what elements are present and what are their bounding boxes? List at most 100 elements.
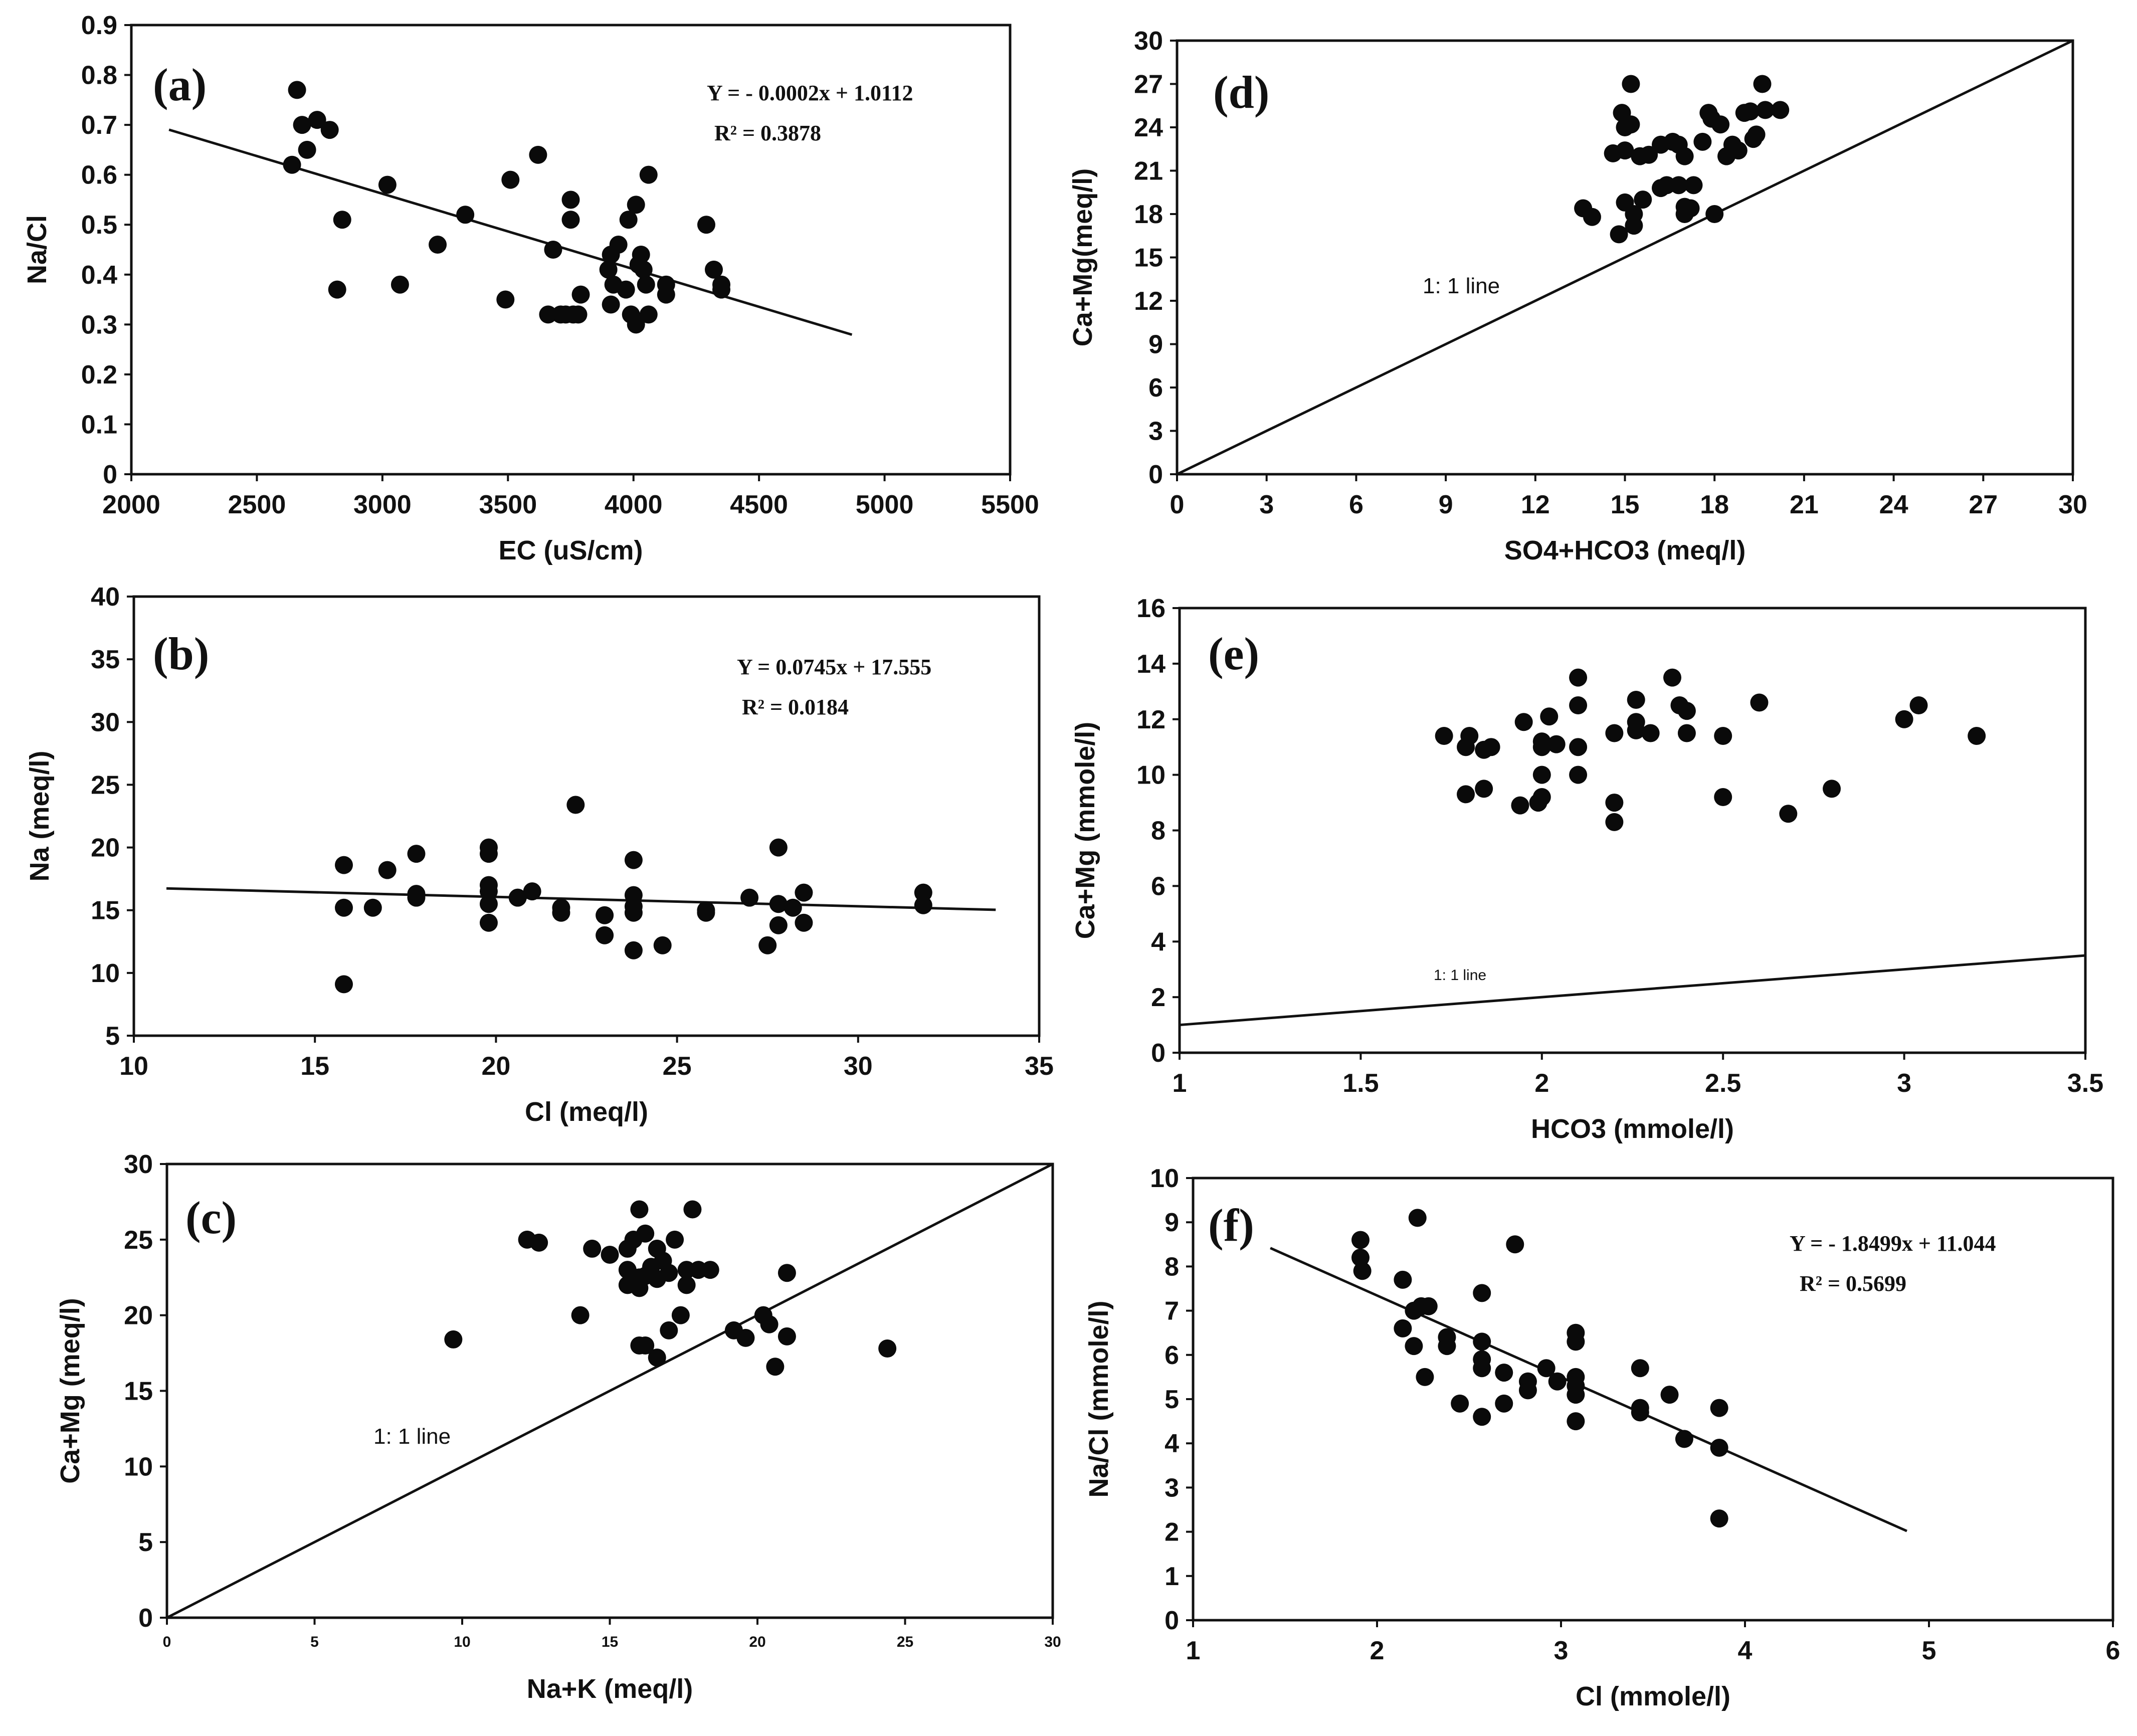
y-tick-label: 2 [1164, 1518, 1179, 1547]
x-tick-label: 27 [1969, 490, 1998, 519]
data-point [544, 241, 562, 259]
data-point [1641, 724, 1660, 742]
data-point [561, 211, 580, 229]
x-tick-label: 5 [310, 1634, 319, 1650]
data-point [1823, 780, 1841, 798]
y-tick-label: 0.1 [81, 410, 117, 439]
data-point [1605, 794, 1624, 812]
x-tick-label: 3 [1897, 1069, 1911, 1098]
y-tick-label: 5 [138, 1528, 153, 1557]
data-point [1753, 75, 1772, 93]
data-point [1532, 738, 1551, 756]
data-point [333, 211, 351, 229]
data-point [1540, 707, 1559, 726]
data-point [298, 140, 316, 159]
one-to-one-line [1176, 39, 2074, 476]
panel-a: 2000 2500 3000 3500 4000 4500 5000 5500 0 0.1 0.2 0… [22, 11, 1039, 565]
data-point [1616, 141, 1634, 160]
x-tick-label: 3 [1259, 490, 1274, 519]
data-point [1610, 225, 1628, 244]
data-point [1750, 693, 1769, 712]
data-point [624, 941, 643, 959]
y-tick-label: 0.3 [81, 310, 117, 339]
data-point [778, 1327, 796, 1345]
x-tick-label: 25 [663, 1052, 692, 1081]
data-point [624, 903, 643, 922]
data-point [1729, 141, 1747, 160]
data-point [1625, 205, 1643, 223]
data-point [1711, 115, 1730, 134]
y-tick-label: 9 [1148, 330, 1163, 359]
data-point [660, 1264, 678, 1282]
data-point [496, 290, 515, 309]
data-point [552, 903, 570, 922]
x-tick-label: 21 [1790, 490, 1819, 519]
data-point [1684, 176, 1703, 195]
data-point [288, 81, 306, 99]
y-tick-label: 21 [1134, 157, 1163, 186]
data-point [769, 838, 788, 857]
data-point [639, 305, 658, 324]
y-tick-label: 20 [91, 834, 120, 863]
x-tick-label: 2 [1534, 1069, 1549, 1098]
data-point [601, 1246, 619, 1264]
panel-label: (f) [1208, 1200, 1254, 1251]
x-axis-title: Cl (mmole/l) [1576, 1681, 1730, 1711]
data-point [1351, 1231, 1370, 1249]
data-point [1353, 1262, 1372, 1280]
panel-label: (e) [1208, 628, 1259, 679]
data-point [701, 1261, 719, 1279]
data-point [1714, 788, 1732, 806]
y-tick-label: 0 [1151, 1039, 1165, 1068]
y-tick-label: 10 [1150, 1164, 1179, 1193]
data-point [683, 1200, 702, 1219]
y-axis-title: Ca+Mg (meq/l) [55, 1298, 85, 1484]
one-to-one-label: 1: 1 line [373, 1424, 451, 1449]
x-tick-label: 2 [1370, 1636, 1385, 1665]
data-point [619, 211, 638, 229]
data-point [627, 196, 645, 214]
y-tick-label: 0.9 [81, 11, 117, 40]
data-point [1473, 1359, 1491, 1378]
data-point [530, 1233, 548, 1252]
plot-frame [130, 24, 1012, 476]
data-point [1627, 690, 1645, 709]
data-point [1771, 101, 1790, 119]
y-tick-label: 8 [1151, 817, 1165, 846]
data-point [1634, 190, 1652, 209]
data-point [561, 190, 580, 209]
x-tick-label: 35 [1025, 1052, 1054, 1081]
data-point [363, 898, 382, 917]
data-point [407, 845, 426, 863]
data-point [1567, 1412, 1585, 1431]
trendline [1270, 1247, 1907, 1532]
data-point [630, 1200, 649, 1219]
x-tick-label: 2500 [228, 490, 286, 519]
data-point [1514, 713, 1533, 731]
x-tick-label: 20 [481, 1052, 510, 1081]
x-tick-label: 3 [1554, 1636, 1569, 1665]
x-tick-label: 2.5 [1705, 1069, 1741, 1098]
data-point [653, 936, 672, 954]
data-point [1710, 1399, 1728, 1417]
data-point [1627, 721, 1645, 739]
data-point [1495, 1394, 1513, 1413]
x-tick-label: 30 [2058, 490, 2087, 519]
y-tick-label: 20 [124, 1301, 153, 1330]
y-tick-label: 0 [138, 1604, 153, 1633]
y-axis-title: Na/Cl (mmole/l) [1084, 1300, 1114, 1497]
x-tick-label: 30 [1044, 1634, 1061, 1650]
y-tick-label: 0.4 [81, 261, 117, 290]
data-point [1518, 1381, 1537, 1400]
y-tick-label: 10 [124, 1452, 153, 1481]
x-axis-title: HCO3 (mmole/l) [1531, 1114, 1734, 1144]
data-point [429, 236, 447, 254]
y-tick-label: 6 [1164, 1341, 1179, 1370]
y-tick-label: 7 [1164, 1297, 1179, 1326]
panel-d: 0 3 6 9 12 15 18 21 24 27 30 0 3 6 9 12 15 18 21 24 27 30 SO4+… [1068, 27, 2087, 565]
data-point [501, 170, 520, 189]
y-tick-label: 25 [124, 1226, 153, 1255]
x-tick-label: 10 [119, 1052, 148, 1081]
data-point [1909, 696, 1928, 715]
data-point [529, 145, 547, 164]
